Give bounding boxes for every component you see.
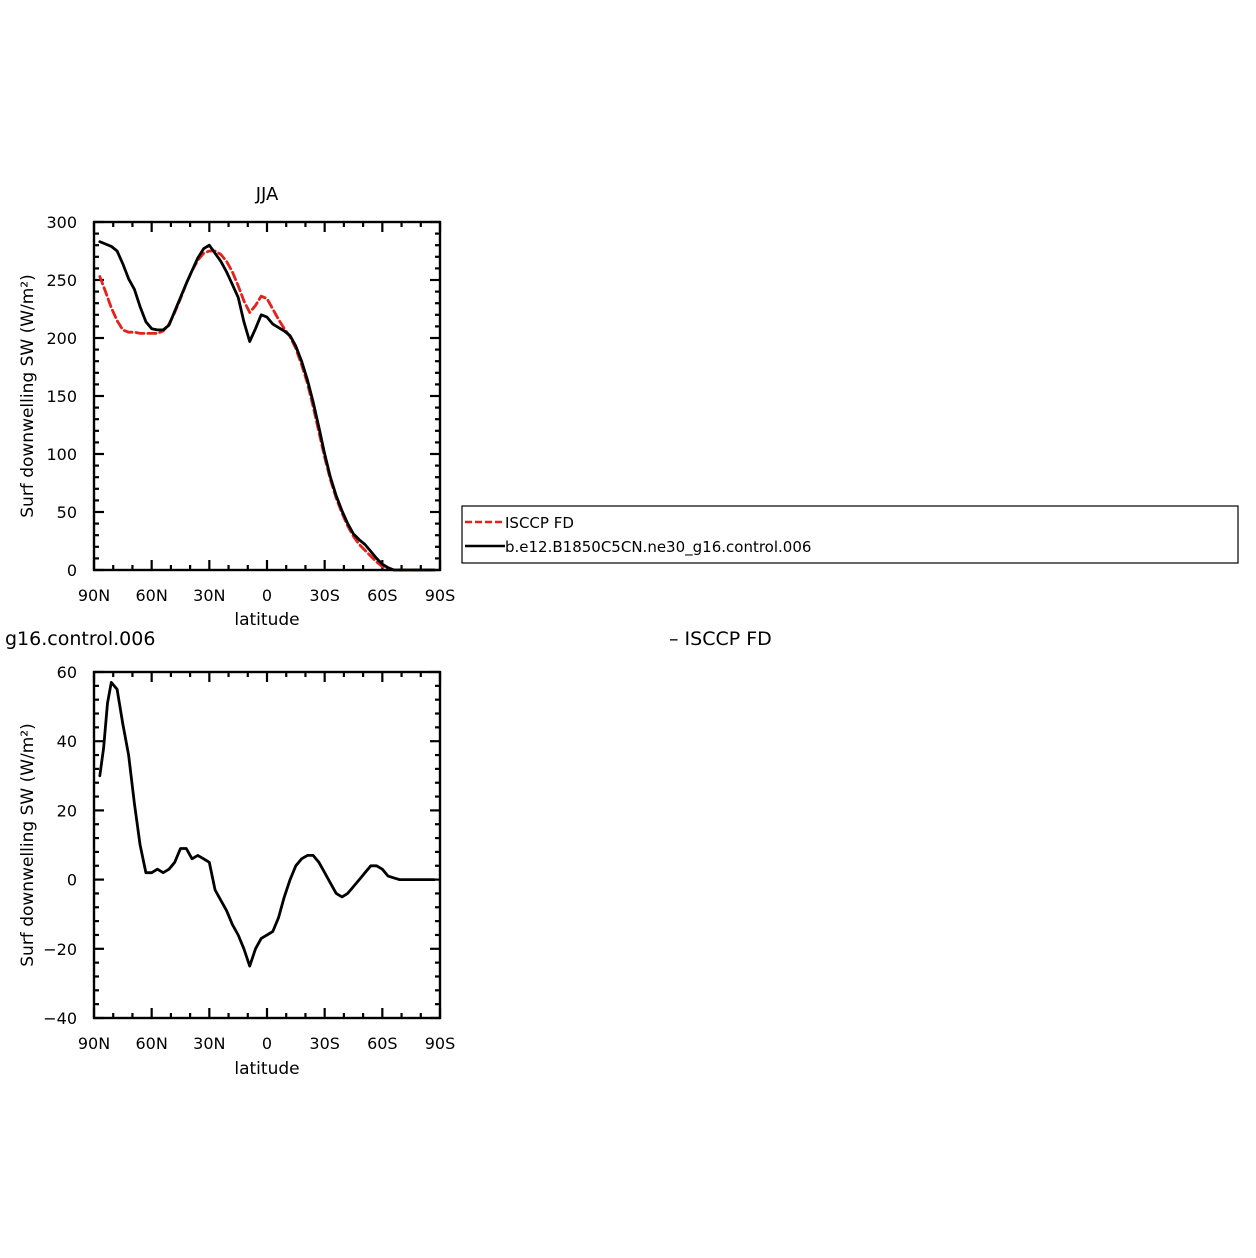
x-tick-label: 0: [262, 586, 272, 605]
x-tick-label: 30S: [309, 586, 340, 605]
legend-label-model: b.e12.B1850C5CN.ne30_g16.control.006: [505, 538, 811, 557]
left-title-fragment: g16.control.006: [5, 628, 155, 650]
y-tick-label: 60: [57, 663, 77, 682]
y-tick-label: −20: [43, 940, 77, 959]
series-line-isccp: [98, 249, 436, 572]
y-tick-label: 100: [46, 445, 77, 464]
x-tick-label: 30S: [309, 1034, 340, 1053]
y-tick-label: 150: [46, 387, 77, 406]
y-tick-label: 40: [57, 732, 77, 751]
legend: ISCCP FD b.e12.B1850C5CN.ne30_g16.contro…: [461, 505, 1239, 564]
right-title-fragment: – ISCCP FD: [669, 628, 772, 650]
panel-bottom-difference: 90N 60N 30N 0 30S 60S 90S −40 −20 0 20 40 60 latitud…: [18, 663, 455, 1079]
x-tick-label: 60N: [136, 1034, 168, 1053]
x-tick-label: 0: [262, 1034, 272, 1053]
top-plot-frame: [92, 220, 442, 572]
bottom-plot-frame: [92, 670, 442, 1020]
legend-label-isccp: ISCCP FD: [505, 514, 574, 532]
top-x-axis-title: latitude: [234, 610, 299, 630]
x-tick-label: 30N: [193, 586, 225, 605]
x-tick-label: 60S: [367, 1034, 398, 1053]
bottom-x-axis-title: latitude: [234, 1059, 299, 1079]
series-line-model: [98, 240, 436, 572]
y-tick-label: 20: [57, 801, 77, 820]
y-tick-label: 0: [67, 561, 77, 580]
x-tick-label: 60N: [136, 586, 168, 605]
bottom-y-axis-title: Surf downwelling SW (W/m²): [18, 723, 38, 967]
bottom-tick-layer: [92, 670, 442, 1020]
top-tick-layer: [92, 220, 442, 572]
y-tick-label: 0: [67, 871, 77, 890]
x-tick-label: 90N: [78, 586, 110, 605]
y-tick-label: −40: [43, 1009, 77, 1028]
x-tick-label: 90S: [425, 1034, 456, 1053]
legend-box: [461, 505, 1239, 564]
y-tick-label: 50: [57, 503, 77, 522]
top-tick-labels: 90N 60N 30N 0 30S 60S 90S 0 50 100 150 200 250 300: [46, 213, 455, 605]
x-tick-label: 90N: [78, 1034, 110, 1053]
bottom-series-layer: [98, 681, 436, 968]
x-tick-label: 60S: [367, 586, 398, 605]
y-tick-label: 300: [46, 213, 77, 232]
panel-top-jja: JJA 90N 60N 30N 0 30S 60S 90S 0 50 100 150 200 250 30…: [18, 184, 455, 630]
x-tick-label: 30N: [193, 1034, 225, 1053]
top-series-layer: [98, 240, 436, 572]
bottom-tick-labels: 90N 60N 30N 0 30S 60S 90S −40 −20 0 20 40 60: [43, 663, 455, 1053]
x-tick-label: 90S: [425, 586, 456, 605]
y-tick-label: 250: [46, 271, 77, 290]
top-plot-title: JJA: [255, 184, 279, 205]
top-y-axis-title: Surf downwelling SW (W/m²): [18, 274, 38, 518]
series-line-model: [98, 681, 436, 968]
y-tick-label: 200: [46, 329, 77, 348]
